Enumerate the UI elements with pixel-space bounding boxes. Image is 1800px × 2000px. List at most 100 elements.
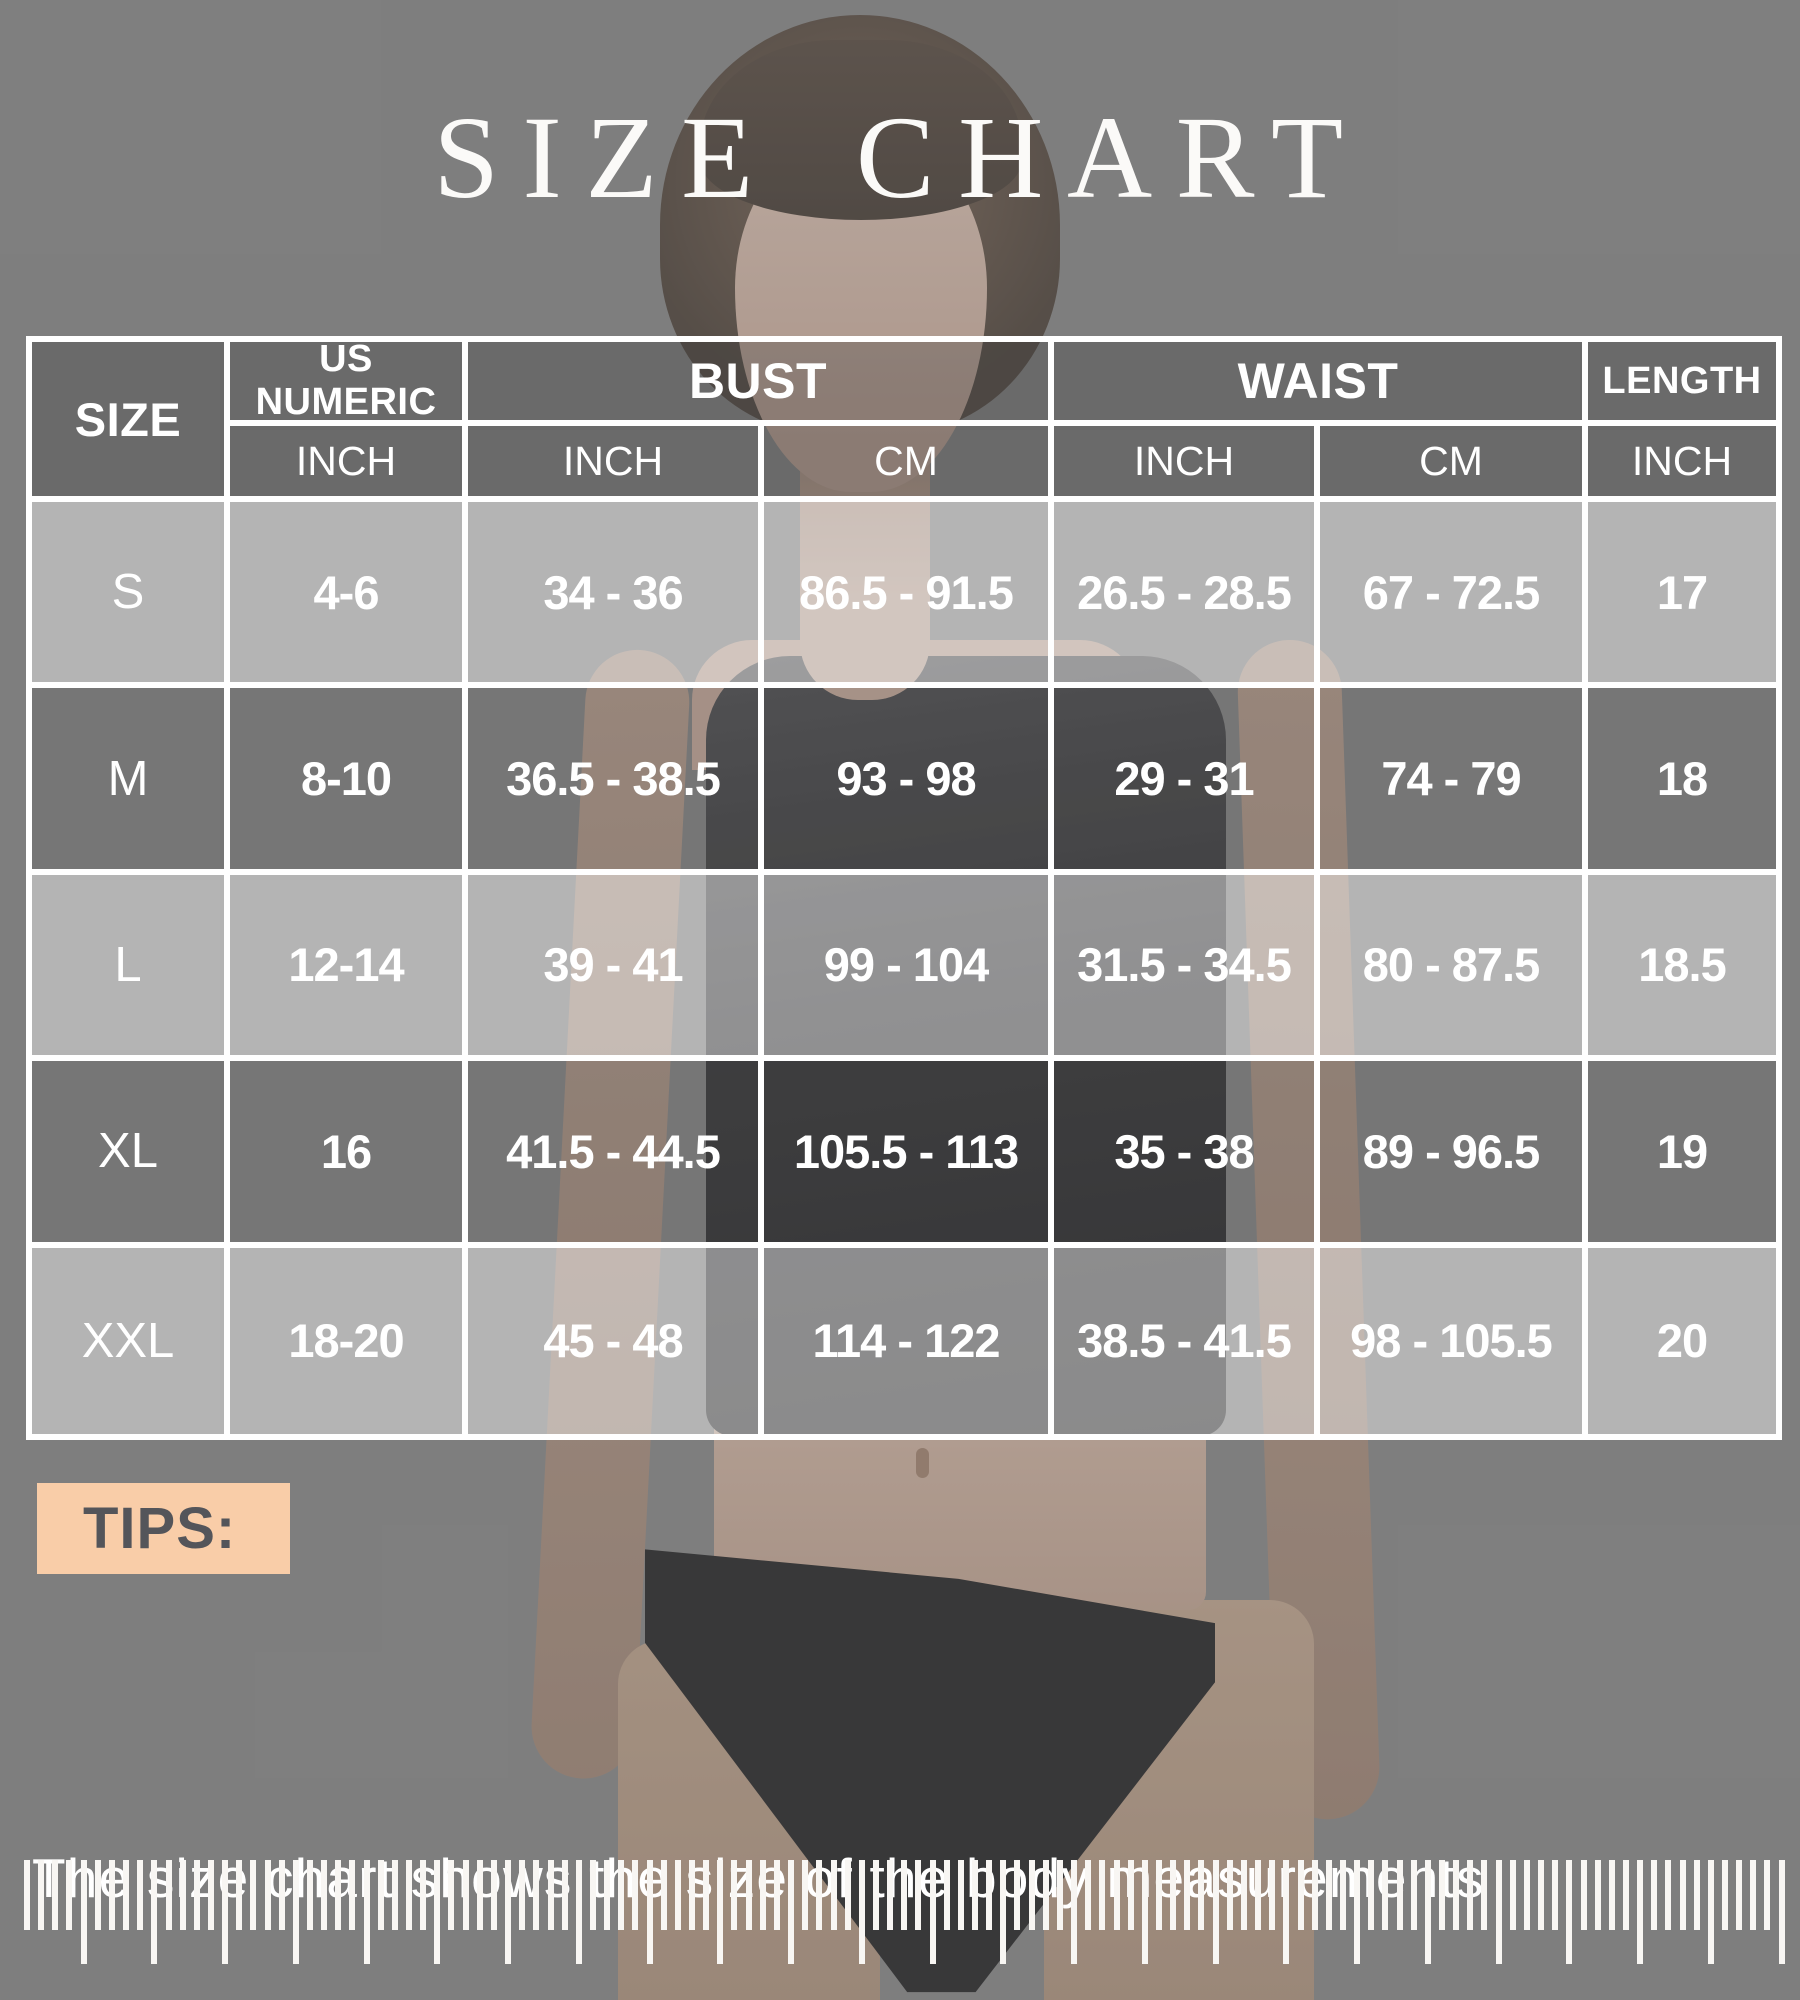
table-cell: 38.5 - 41.5 — [1054, 1247, 1320, 1434]
ruler-tick — [378, 1860, 384, 1930]
ruler-tick — [1057, 1860, 1063, 1930]
table-cell: 74 - 79 — [1320, 688, 1588, 875]
ruler-tick — [52, 1860, 58, 1930]
ruler-tick — [1538, 1860, 1544, 1930]
ruler-tick — [1411, 1860, 1417, 1930]
ruler-tick — [1368, 1860, 1374, 1930]
size-note: The size chart shows the size of the bod… — [32, 1628, 1485, 2000]
ruler-tick — [604, 1860, 610, 1930]
ruler-tick — [548, 1860, 554, 1930]
size-chart-table: SIZE US NUMERIC BUST WAIST LENGTH INCH I… — [26, 336, 1782, 1440]
ruler-tick — [760, 1860, 766, 1930]
table-cell: 18-20 — [230, 1247, 468, 1434]
ruler-tick — [1340, 1860, 1346, 1930]
table-cell: 16 — [230, 1061, 468, 1248]
ruler-tick — [1510, 1860, 1516, 1930]
ruler-tick — [349, 1860, 355, 1930]
ruler-tick — [1298, 1860, 1304, 1930]
ruler-tick — [364, 1860, 370, 1964]
ruler-tick — [647, 1860, 653, 1964]
ruler-tick — [208, 1860, 214, 1930]
unit-header-bust-cm: CM — [764, 426, 1054, 502]
ruler-tick — [618, 1860, 624, 1930]
ruler-tick — [434, 1860, 440, 1964]
ruler-tick — [533, 1860, 539, 1930]
table-cell: 98 - 105.5 — [1320, 1247, 1588, 1434]
ruler-tick — [1552, 1860, 1558, 1930]
ruler-tick — [562, 1860, 568, 1930]
ruler-tick — [1114, 1860, 1120, 1930]
ruler-tick — [109, 1860, 115, 1930]
ruler-tick — [505, 1860, 511, 1964]
ruler-tick — [1623, 1860, 1629, 1930]
table-cell: 4-6 — [230, 502, 468, 689]
ruler-tick — [491, 1860, 497, 1930]
row-label-m: M — [32, 688, 230, 875]
ruler-tick — [1581, 1860, 1587, 1930]
ruler-tick — [1397, 1860, 1403, 1930]
ruler-tick — [293, 1860, 299, 1964]
ruler-tick — [632, 1860, 638, 1930]
ruler-tick — [406, 1860, 412, 1930]
table-cell: 31.5 - 34.5 — [1054, 874, 1320, 1062]
size-note-line-1: The size chart shows the size of the bod… — [32, 1847, 1485, 1909]
tips-label: TIPS: — [83, 1496, 237, 1561]
table-cell: 29 - 31 — [1054, 688, 1320, 875]
row-label-s: S — [32, 502, 230, 689]
ruler-tick — [66, 1860, 72, 1930]
ruler-tick — [250, 1860, 256, 1930]
ruler-tick — [1241, 1860, 1247, 1930]
ruler-tick — [1609, 1860, 1615, 1930]
ruler-tick — [137, 1860, 143, 1930]
ruler-tick — [24, 1860, 30, 1930]
ruler-tick — [1722, 1860, 1728, 1930]
ruler-tick — [802, 1860, 808, 1930]
column-header-bust: BUST — [468, 342, 1054, 426]
ruler-tick — [123, 1860, 129, 1930]
ruler-tick — [1453, 1860, 1459, 1930]
ruler-tick — [1736, 1860, 1742, 1930]
ruler-tick — [1382, 1860, 1388, 1930]
ruler-tick — [1184, 1860, 1190, 1930]
ruler-tick — [1496, 1860, 1502, 1964]
column-header-waist: WAIST — [1054, 342, 1588, 426]
ruler-tick — [166, 1860, 172, 1930]
table-cell: 19 — [1588, 1061, 1776, 1248]
ruler-tick — [873, 1860, 879, 1930]
ruler-tick — [1694, 1860, 1700, 1930]
ruler-tick — [703, 1860, 709, 1930]
ruler-tick — [717, 1860, 723, 1964]
ruler-tick — [1255, 1860, 1261, 1930]
ruler-tick — [944, 1860, 950, 1930]
ruler-tick — [1142, 1860, 1148, 1964]
ruler-tick — [279, 1860, 285, 1930]
ruler-tick — [930, 1860, 936, 1964]
ruler-tick — [1665, 1860, 1671, 1930]
ruler-tick — [831, 1860, 837, 1930]
table-cell: 34 - 36 — [468, 502, 764, 689]
ruler-tick — [1198, 1860, 1204, 1930]
ruler-tick — [321, 1860, 327, 1930]
ruler-tick — [519, 1860, 525, 1930]
ruler-tick — [1467, 1860, 1473, 1930]
ruler-tick — [1029, 1860, 1035, 1930]
ruler-tick — [1312, 1860, 1318, 1930]
table-cell: 41.5 - 44.5 — [468, 1061, 764, 1248]
ruler-tick — [1680, 1860, 1686, 1930]
ruler-tick — [576, 1860, 582, 1964]
row-label-xl: XL — [32, 1061, 230, 1248]
table-cell: 17 — [1588, 502, 1776, 689]
ruler-tick — [661, 1860, 667, 1930]
ruler-tick — [222, 1860, 228, 1964]
ruler-tick — [1227, 1860, 1233, 1930]
ruler-tick — [307, 1860, 313, 1930]
ruler-tick — [1128, 1860, 1134, 1930]
ruler-tick — [1326, 1860, 1332, 1930]
page-title: SIZE CHART — [433, 92, 1367, 223]
ruler-tick — [1269, 1860, 1275, 1930]
ruler-tick — [972, 1860, 978, 1930]
table-cell: 26.5 - 28.5 — [1054, 502, 1320, 689]
table-cell: 8-10 — [230, 688, 468, 875]
unit-header-waist-inch: INCH — [1054, 426, 1320, 502]
